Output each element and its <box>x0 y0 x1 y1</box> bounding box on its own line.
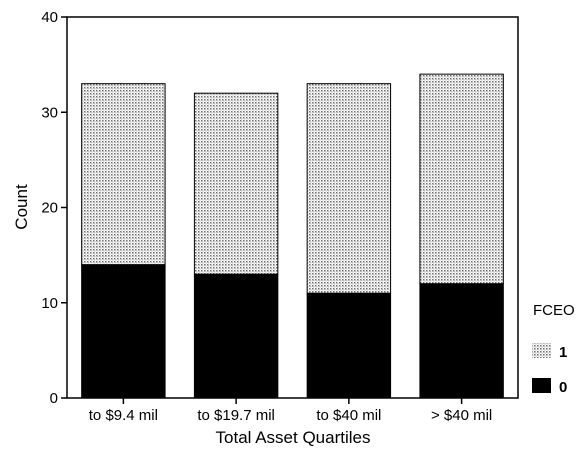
y-axis: 0 10 20 30 40 <box>41 9 67 407</box>
bar-segment-0 <box>81 264 166 399</box>
x-axis-title: Total Asset Quartiles <box>216 428 371 447</box>
x-tick-label: to $19.7 mil <box>197 407 275 424</box>
bar-segment-0 <box>306 292 392 399</box>
y-axis-title: Count <box>12 184 31 230</box>
y-tick-label: 40 <box>41 9 58 26</box>
bar-segment-0 <box>193 273 279 399</box>
legend-swatch-1 <box>532 343 551 358</box>
bar-segment-1 <box>81 83 166 266</box>
y-tick-label: 30 <box>41 104 58 121</box>
legend-label-1: 1 <box>559 344 567 361</box>
x-tick-label: > $40 mil <box>431 407 492 424</box>
legend-label-0: 0 <box>559 379 567 396</box>
bar-segment-1 <box>306 83 392 294</box>
x-tick-label: to $9.4 mil <box>89 407 158 424</box>
y-tick-label: 20 <box>41 200 58 217</box>
legend-swatch-0 <box>532 378 551 393</box>
y-tick-label: 0 <box>50 390 58 407</box>
bars-group <box>81 73 504 399</box>
x-tick-label: to $40 mil <box>316 407 381 424</box>
x-axis: to $9.4 mil to $19.7 mil to $40 mil > $40 m… <box>89 398 492 424</box>
y-tick-label: 10 <box>41 295 58 312</box>
legend-title: FCEO <box>533 302 575 319</box>
bar-segment-1 <box>193 92 279 275</box>
bar-segment-1 <box>419 73 504 285</box>
bar-segment-0 <box>419 283 504 399</box>
legend: FCEO 1 0 <box>532 302 575 396</box>
